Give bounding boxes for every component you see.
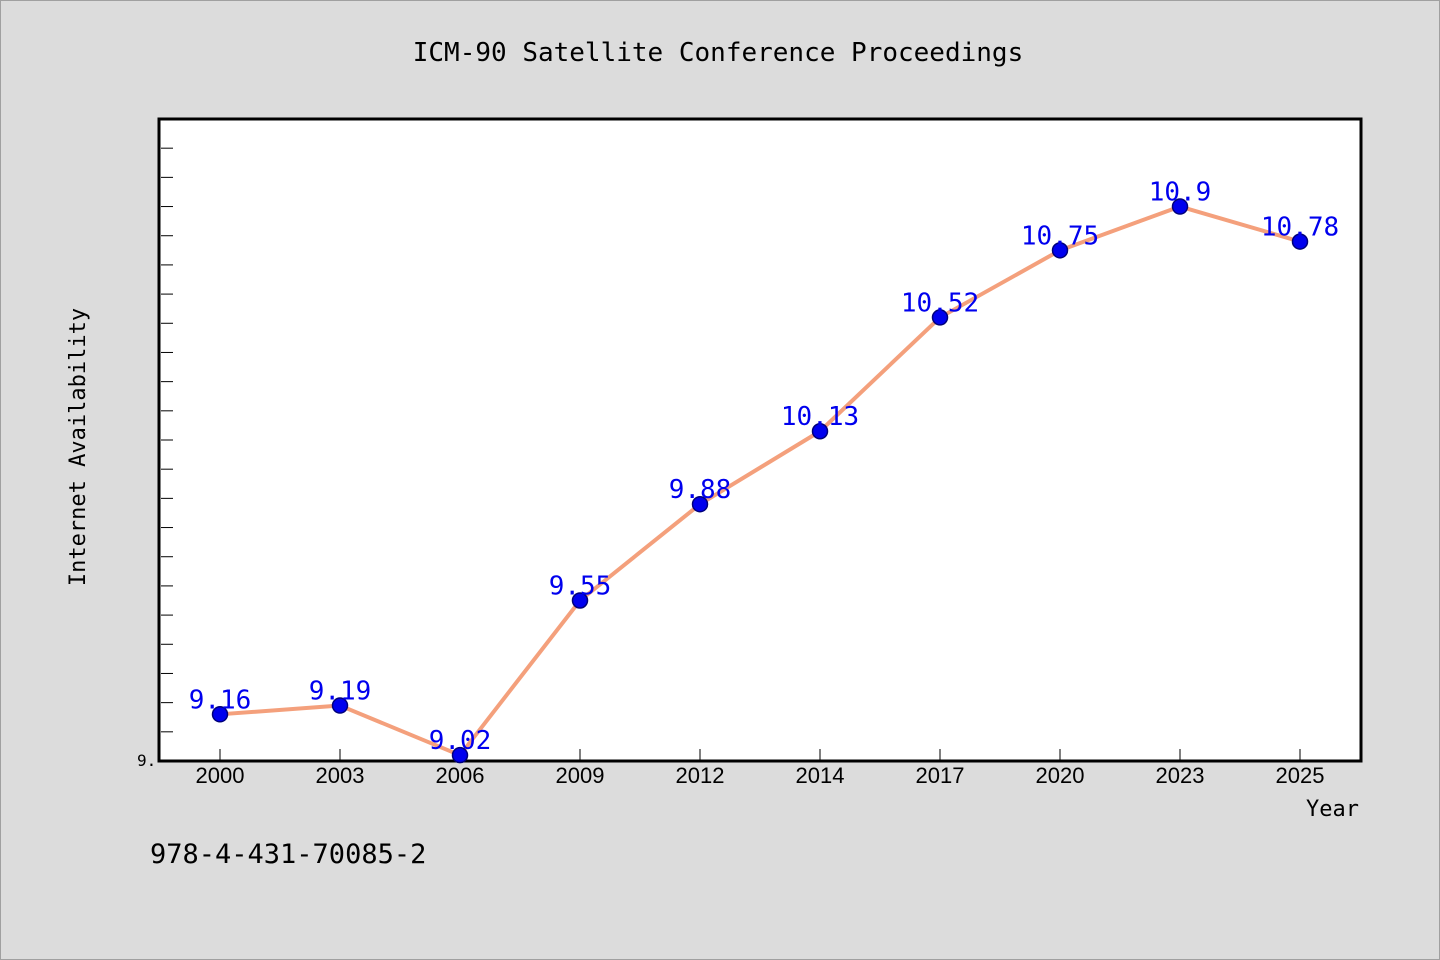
- data-label: 10.13: [781, 402, 859, 432]
- data-labels: 9.16 9.19 9.02 9.55 9.88 10.13 10.52 10.75 10.9 1…: [189, 178, 1339, 757]
- plot-area: [157, 117, 1363, 763]
- x-tick-label: 2006: [436, 763, 485, 788]
- x-axis-tick-labels: 2000 2003 2006 2009 2012 2014 2017 2020 2023 2025: [196, 763, 1325, 788]
- x-tick-label: 2012: [676, 763, 725, 788]
- x-tick-label: 2023: [1156, 763, 1205, 788]
- data-point: [211, 706, 229, 723]
- series-line: [219, 204, 1301, 758]
- x-axis-label: Year: [1306, 797, 1359, 822]
- data-point: [691, 495, 709, 513]
- data-label: 9.88: [669, 475, 732, 505]
- data-point: [811, 422, 829, 440]
- x-tick-label: 2017: [916, 763, 965, 788]
- data-label: 9.16: [189, 685, 252, 715]
- y-axis-label: Internet Availability: [66, 308, 91, 586]
- series-line-group: [219, 204, 1301, 758]
- data-label: 10.75: [1021, 221, 1099, 251]
- x-tick-label: 2003: [316, 763, 365, 788]
- y-tick-label: 9.: [137, 751, 156, 770]
- data-point: [451, 746, 469, 764]
- x-tick-label: 2025: [1276, 763, 1325, 788]
- x-tick-label: 2009: [556, 763, 605, 788]
- data-label: 9.19: [309, 677, 372, 707]
- data-point: [1291, 233, 1309, 250]
- data-label: 10.9: [1149, 178, 1212, 208]
- data-point: [1051, 242, 1069, 259]
- x-tick-label: 2000: [196, 763, 245, 788]
- y-axis-ticks: [161, 147, 173, 733]
- data-point: [1171, 198, 1189, 215]
- data-label: 9.55: [549, 572, 612, 602]
- series-markers: [211, 198, 1309, 764]
- x-tick-label: 2020: [1036, 763, 1085, 788]
- data-label: 9.02: [429, 726, 492, 756]
- data-label: 10.78: [1261, 213, 1339, 243]
- x-tick-label: 2014: [796, 763, 845, 788]
- data-point: [331, 697, 349, 714]
- chart-title: ICM-90 Satellite Conference Proceedings: [413, 38, 1023, 68]
- data-point: [571, 592, 589, 609]
- data-label: 10.52: [901, 288, 979, 318]
- data-point: [931, 309, 949, 326]
- isbn-text: 978-4-431-70085-2: [150, 839, 426, 870]
